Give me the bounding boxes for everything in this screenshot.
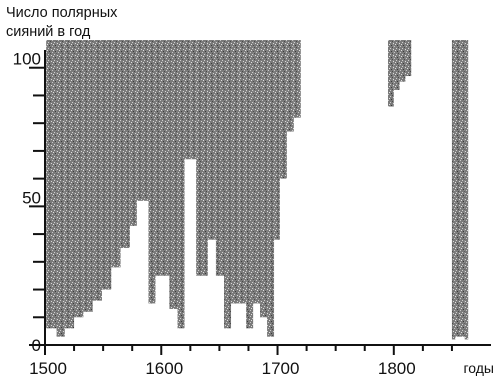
- bar-8: [120, 40, 130, 248]
- bar-21: [224, 40, 232, 329]
- bar-13: [162, 40, 170, 276]
- bar-35: [405, 40, 412, 77]
- bar-34: [399, 40, 406, 82]
- bar-0: [46, 40, 57, 329]
- bar-25: [253, 40, 261, 304]
- bar-28: [274, 40, 280, 240]
- bar-36: [451, 40, 456, 340]
- bar-5: [92, 40, 102, 301]
- bar-37: [455, 40, 461, 337]
- chart-title-line-2: сияний в год: [6, 24, 91, 40]
- bar-14: [169, 40, 178, 309]
- bar-33: [393, 40, 400, 90]
- x-axis-label: годы: [463, 360, 494, 376]
- bar-26: [260, 40, 268, 318]
- bar-4: [83, 40, 93, 312]
- bar-11: [148, 40, 156, 304]
- x-tick-label-1800: 1800: [378, 359, 416, 378]
- bars-layer: [46, 40, 469, 340]
- x-tick-label-1700: 1700: [262, 359, 300, 378]
- bar-19: [207, 40, 216, 240]
- bar-15: [177, 40, 185, 329]
- bar-22: [231, 40, 240, 304]
- bar-2: [64, 40, 75, 329]
- y-tick-label-0: 0: [32, 336, 41, 355]
- chart-title-line-1: Число полярных: [6, 5, 118, 21]
- chart-title: Число полярных сияний в год: [6, 4, 206, 42]
- ticks-layer: [29, 66, 453, 355]
- bar-1: [56, 40, 65, 337]
- bar-10: [136, 40, 149, 201]
- bar-9: [129, 40, 137, 226]
- bar-39: [464, 40, 469, 340]
- bar-7: [111, 40, 121, 268]
- bar-23: [239, 40, 247, 304]
- bar-16: [184, 40, 191, 160]
- bar-17: [190, 40, 197, 160]
- tick-labels-layer: 0 50 100 1500 1600 1700 1800 годы: [13, 50, 494, 378]
- bar-27: [267, 40, 275, 337]
- bar-20: [215, 40, 225, 276]
- bar-3: [74, 40, 84, 318]
- bar-38: [460, 40, 465, 337]
- bar-31: [293, 40, 301, 118]
- bar-6: [101, 40, 112, 290]
- y-tick-label-100: 100: [13, 50, 41, 69]
- bar-12: [155, 40, 163, 276]
- y-tick-label-50: 50: [22, 188, 41, 207]
- bar-18: [196, 40, 208, 276]
- x-tick-label-1600: 1600: [145, 359, 183, 378]
- bar-30: [286, 40, 294, 132]
- axes-layer: [44, 50, 491, 346]
- bar-32: [387, 40, 394, 107]
- bar-24: [246, 40, 254, 329]
- x-tick-label-1500: 1500: [29, 359, 67, 378]
- bar-29: [279, 40, 287, 179]
